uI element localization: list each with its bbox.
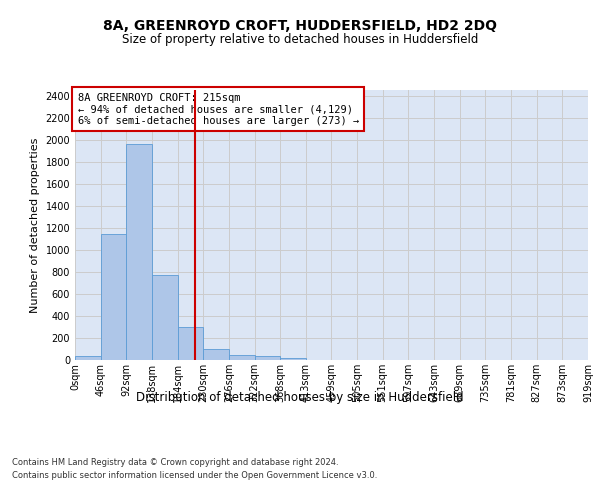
Text: Contains HM Land Registry data © Crown copyright and database right 2024.: Contains HM Land Registry data © Crown c… [12, 458, 338, 467]
Bar [178, 327, 203, 360]
Bar [255, 356, 280, 360]
Text: 8A GREENROYD CROFT: 215sqm
← 94% of detached houses are smaller (4,129)
6% of se: 8A GREENROYD CROFT: 215sqm ← 94% of deta… [77, 92, 359, 126]
Y-axis label: Number of detached properties: Number of detached properties [30, 138, 40, 312]
Bar [127, 144, 152, 360]
Text: Size of property relative to detached houses in Huddersfield: Size of property relative to detached ho… [122, 32, 478, 46]
Bar [75, 356, 101, 360]
Bar [203, 349, 229, 360]
Bar [101, 234, 127, 360]
Bar [229, 355, 255, 360]
Text: 8A, GREENROYD CROFT, HUDDERSFIELD, HD2 2DQ: 8A, GREENROYD CROFT, HUDDERSFIELD, HD2 2… [103, 19, 497, 33]
Text: Distribution of detached houses by size in Huddersfield: Distribution of detached houses by size … [136, 391, 464, 404]
Text: Contains public sector information licensed under the Open Government Licence v3: Contains public sector information licen… [12, 472, 377, 480]
Bar [280, 358, 305, 360]
Bar [152, 275, 178, 360]
